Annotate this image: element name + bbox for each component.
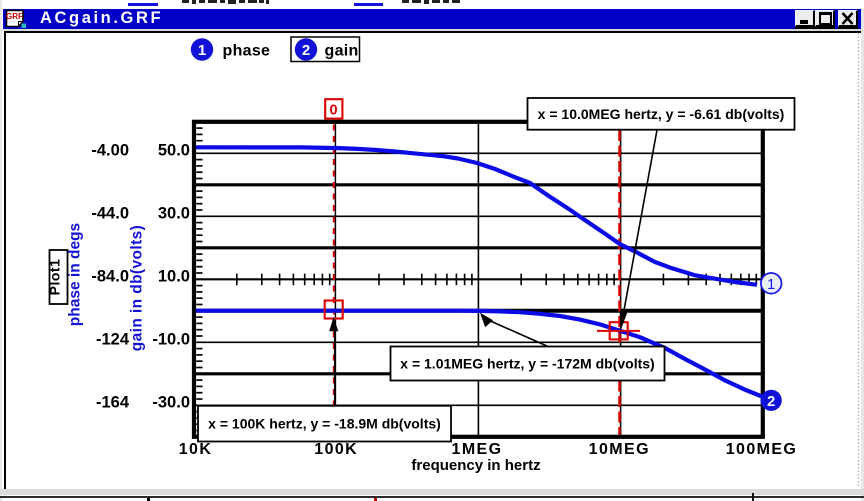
svg-text:100MEG: 100MEG — [726, 441, 798, 458]
svg-text:x = 10.0MEG hertz, y = -6.61 d: x = 10.0MEG hertz, y = -6.61 db(volts) — [538, 106, 785, 122]
svg-text:100K: 100K — [314, 441, 358, 458]
svg-text:-164: -164 — [96, 394, 130, 412]
svg-text:Plot1: Plot1 — [47, 259, 63, 296]
svg-text:0: 0 — [330, 102, 338, 118]
svg-text:10MEG: 10MEG — [589, 441, 650, 458]
svg-text:1MEG: 1MEG — [452, 441, 503, 458]
svg-text:x = 1.01MEG hertz, y = -172M d: x = 1.01MEG hertz, y = -172M db(volts) — [400, 356, 654, 372]
svg-text:-124: -124 — [96, 331, 130, 349]
svg-text:-30.0: -30.0 — [152, 394, 190, 412]
svg-text:x = 100K hertz, y = -18.9M db(: x = 100K hertz, y = -18.9M db(volts) — [208, 416, 441, 432]
svg-text:frequency in hertz: frequency in hertz — [411, 457, 540, 474]
svg-text:GRF: GRF — [6, 12, 23, 21]
svg-text:phase in degs: phase in degs — [67, 223, 84, 326]
svg-text:50.0: 50.0 — [158, 142, 190, 160]
svg-text:2: 2 — [302, 42, 310, 59]
svg-text:-44.0: -44.0 — [91, 205, 129, 223]
svg-text:1: 1 — [767, 277, 775, 293]
svg-text:10K: 10K — [179, 441, 213, 458]
svg-text:10.0: 10.0 — [158, 268, 190, 286]
svg-text:2: 2 — [767, 394, 775, 410]
svg-text:gain in db(volts): gain in db(volts) — [129, 225, 146, 352]
svg-text:phase: phase — [223, 43, 271, 60]
svg-text:-10.0: -10.0 — [152, 331, 190, 349]
svg-text:gain: gain — [325, 43, 359, 60]
svg-text:30.0: 30.0 — [158, 205, 190, 223]
svg-text:-4.00: -4.00 — [91, 142, 129, 160]
svg-text:-84.0: -84.0 — [91, 268, 129, 286]
svg-text:1: 1 — [198, 42, 206, 59]
